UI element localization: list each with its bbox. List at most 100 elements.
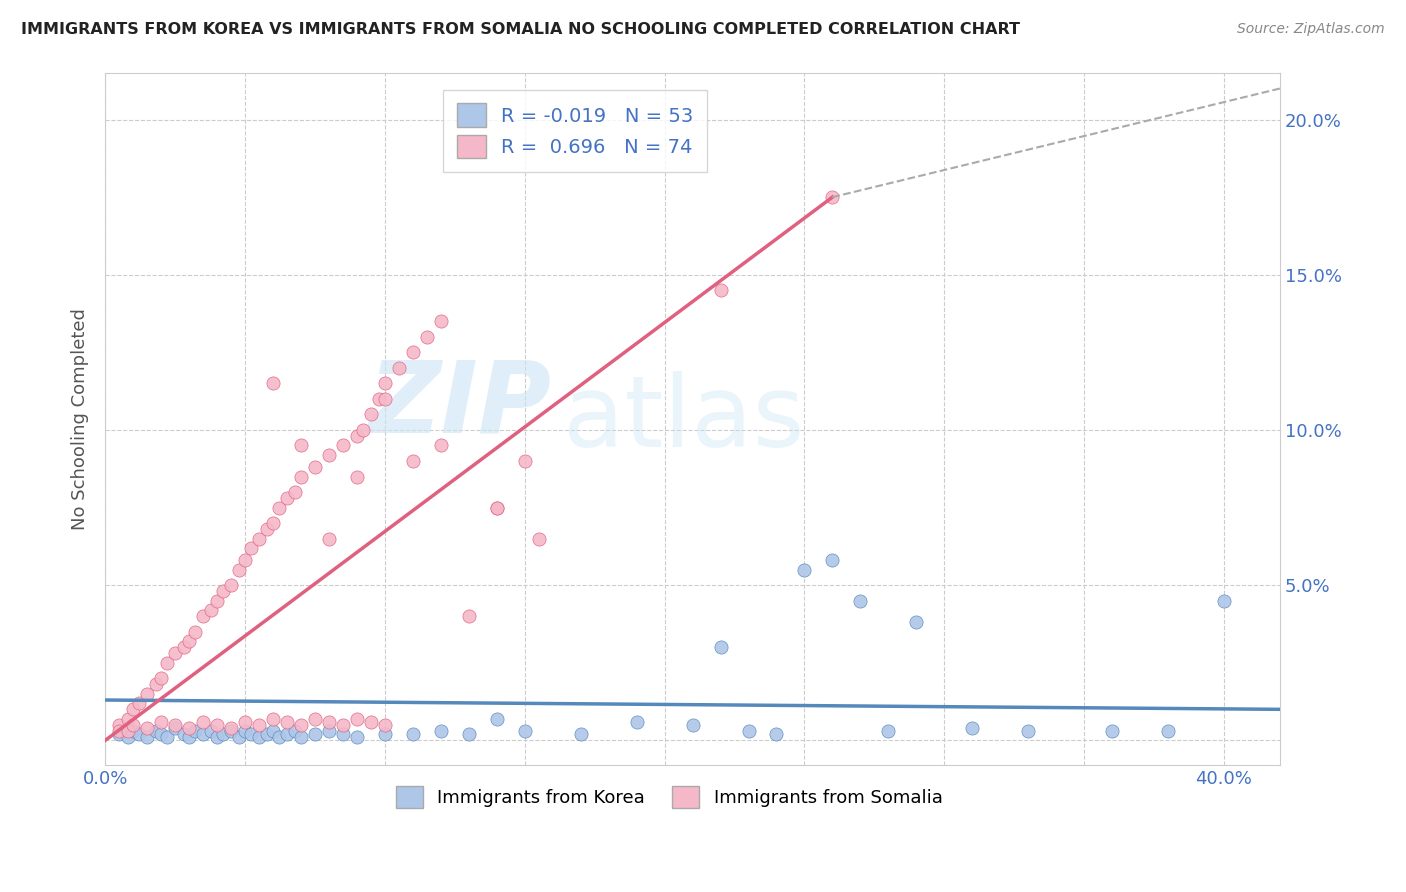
Point	[165, 718, 187, 732]
Point	[765, 727, 787, 741]
Point	[304, 727, 326, 741]
Point	[332, 718, 354, 732]
Point	[256, 522, 278, 536]
Point	[430, 314, 453, 328]
Point	[219, 721, 242, 735]
Point	[709, 640, 731, 655]
Point	[191, 714, 214, 729]
Point	[1213, 593, 1236, 607]
Point	[709, 283, 731, 297]
Point	[117, 712, 139, 726]
Point	[793, 563, 815, 577]
Point	[626, 714, 648, 729]
Point	[228, 563, 250, 577]
Point	[233, 724, 256, 739]
Point	[200, 603, 222, 617]
Point	[346, 469, 368, 483]
Point	[374, 718, 396, 732]
Point	[262, 724, 284, 739]
Text: ZIP: ZIP	[368, 357, 551, 454]
Point	[108, 718, 131, 732]
Point	[457, 609, 479, 624]
Point	[122, 724, 145, 739]
Point	[1017, 724, 1039, 739]
Point	[485, 500, 508, 515]
Point	[276, 491, 298, 506]
Point	[569, 727, 592, 741]
Point	[117, 724, 139, 739]
Point	[821, 190, 844, 204]
Point	[150, 727, 173, 741]
Point	[211, 584, 233, 599]
Point	[150, 671, 173, 685]
Point	[388, 360, 411, 375]
Point	[136, 687, 159, 701]
Point	[284, 724, 307, 739]
Point	[191, 727, 214, 741]
Point	[276, 714, 298, 729]
Point	[219, 578, 242, 592]
Point	[290, 469, 312, 483]
Point	[262, 516, 284, 530]
Point	[183, 724, 205, 739]
Point	[165, 647, 187, 661]
Point	[821, 553, 844, 567]
Point	[173, 727, 195, 741]
Point	[1101, 724, 1123, 739]
Point	[262, 712, 284, 726]
Point	[877, 724, 900, 739]
Point	[416, 330, 439, 344]
Point	[332, 438, 354, 452]
Point	[117, 731, 139, 745]
Point	[136, 721, 159, 735]
Point	[374, 727, 396, 741]
Point	[346, 731, 368, 745]
Point	[318, 448, 340, 462]
Point	[247, 718, 270, 732]
Point	[682, 718, 704, 732]
Point	[513, 724, 536, 739]
Point	[165, 721, 187, 735]
Point	[374, 376, 396, 391]
Point	[136, 731, 159, 745]
Point	[191, 609, 214, 624]
Point	[122, 718, 145, 732]
Point	[905, 615, 928, 630]
Point	[233, 553, 256, 567]
Point	[128, 696, 150, 710]
Point	[457, 727, 479, 741]
Point	[108, 724, 131, 739]
Point	[318, 724, 340, 739]
Point	[267, 731, 290, 745]
Point	[179, 634, 201, 648]
Point	[374, 392, 396, 406]
Y-axis label: No Schooling Completed: No Schooling Completed	[72, 308, 89, 530]
Point	[150, 714, 173, 729]
Point	[318, 714, 340, 729]
Point	[179, 731, 201, 745]
Point	[430, 724, 453, 739]
Point	[402, 454, 425, 468]
Point	[1157, 724, 1180, 739]
Point	[233, 714, 256, 729]
Point	[156, 731, 179, 745]
Point	[284, 485, 307, 500]
Point	[290, 438, 312, 452]
Point	[128, 727, 150, 741]
Point	[332, 727, 354, 741]
Point	[849, 593, 872, 607]
Point	[962, 721, 984, 735]
Point	[179, 721, 201, 735]
Point	[402, 727, 425, 741]
Point	[360, 408, 382, 422]
Point	[200, 724, 222, 739]
Point	[145, 724, 167, 739]
Point	[108, 727, 131, 741]
Point	[430, 438, 453, 452]
Point	[304, 712, 326, 726]
Point	[513, 454, 536, 468]
Point	[156, 656, 179, 670]
Point	[346, 429, 368, 443]
Point	[290, 718, 312, 732]
Point	[228, 731, 250, 745]
